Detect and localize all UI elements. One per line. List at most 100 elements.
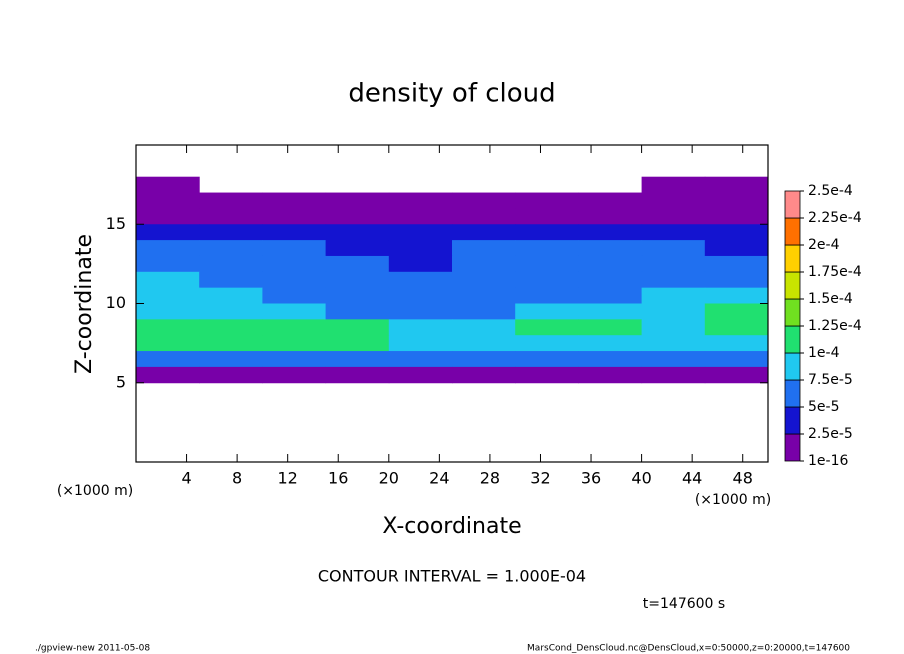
cell: [515, 271, 579, 289]
cell: [578, 240, 643, 257]
cell: [136, 351, 200, 368]
cell: [199, 271, 263, 289]
cell: [388, 208, 453, 225]
colorbar-box: [784, 325, 801, 354]
cell: [325, 319, 390, 336]
cell: [515, 255, 579, 273]
cell: [325, 208, 390, 225]
y-tick-label: 10: [106, 293, 126, 312]
cell: [325, 240, 390, 257]
cell: [515, 224, 579, 241]
x-tick-label: 28: [480, 469, 500, 488]
cell: [452, 208, 516, 225]
cell: [641, 224, 706, 241]
cell: [199, 224, 263, 241]
cell: [452, 366, 516, 384]
cell: [641, 366, 706, 384]
x-tick-label: 48: [733, 469, 753, 488]
cell: [325, 192, 390, 209]
cell: [704, 271, 769, 289]
cell: [704, 240, 769, 257]
cell: [262, 303, 327, 320]
cell: [578, 208, 643, 225]
cell: [515, 351, 579, 368]
cell: [704, 208, 769, 225]
x-tick-label: 12: [278, 469, 298, 488]
cell: [452, 335, 516, 352]
cell: [452, 224, 516, 241]
cell: [578, 192, 643, 209]
colorbar-label: 2.5e-5: [808, 426, 853, 442]
cell: [452, 287, 516, 304]
y-axis-label: Z-coordinate: [72, 234, 97, 374]
cell: [136, 224, 200, 241]
x-unit: (×1000 m): [695, 492, 771, 508]
x-tick-label: 16: [328, 469, 348, 488]
cell: [515, 335, 579, 352]
cell: [262, 287, 327, 304]
cell: [388, 366, 453, 384]
y-tick-label: 15: [106, 214, 126, 233]
cell: [325, 351, 390, 368]
cell: [388, 287, 453, 304]
x-tick-label: 32: [530, 469, 550, 488]
x-tick-label: 24: [429, 469, 449, 488]
cell: [515, 208, 579, 225]
cell: [704, 287, 769, 304]
cell: [388, 351, 453, 368]
cell: [641, 208, 706, 225]
cell: [452, 303, 516, 320]
cell: [578, 351, 643, 368]
cell: [704, 255, 769, 273]
colorbar-label: 1e-4: [808, 345, 840, 361]
x-tick-label: 44: [682, 469, 702, 488]
cell: [452, 255, 516, 273]
cell: [136, 208, 200, 225]
cell: [388, 335, 453, 352]
cell: [199, 192, 263, 209]
cell: [199, 366, 263, 384]
cell: [262, 271, 327, 289]
cell: [262, 366, 327, 384]
cell: [641, 319, 706, 336]
cell: [515, 366, 579, 384]
cell: [641, 287, 706, 304]
cell: [578, 287, 643, 304]
cell: [136, 240, 200, 257]
cell: [452, 192, 516, 209]
cell: [388, 303, 453, 320]
colorbar-label: 5e-5: [808, 399, 839, 415]
x-axis-label: X-coordinate: [382, 514, 521, 539]
colorbar-box: [784, 271, 801, 300]
cell: [578, 303, 643, 320]
cell: [578, 366, 643, 384]
cell: [136, 319, 200, 336]
cell: [199, 208, 263, 225]
cell: [704, 224, 769, 241]
cell: [704, 351, 769, 368]
cell: [578, 271, 643, 289]
cell: [325, 287, 390, 304]
cell: [515, 319, 579, 336]
cell: [515, 287, 579, 304]
cell: [199, 255, 263, 273]
colorbar-label: 1e-16: [808, 453, 848, 469]
cell: [262, 240, 327, 257]
cell: [262, 192, 327, 209]
colorbar-label: 1.75e-4: [808, 264, 862, 280]
colorbar-box: [784, 217, 801, 246]
cell: [388, 224, 453, 241]
cell: [262, 351, 327, 368]
colorbar-box: [784, 433, 801, 462]
cell: [452, 271, 516, 289]
cell: [199, 303, 263, 320]
cell: [515, 303, 579, 320]
cell: [641, 351, 706, 368]
cell: [641, 192, 706, 209]
cell: [325, 366, 390, 384]
cell: [641, 255, 706, 273]
cell: [452, 319, 516, 336]
colorbar-label: 7.5e-5: [808, 372, 853, 388]
x-tick-label: 36: [581, 469, 601, 488]
